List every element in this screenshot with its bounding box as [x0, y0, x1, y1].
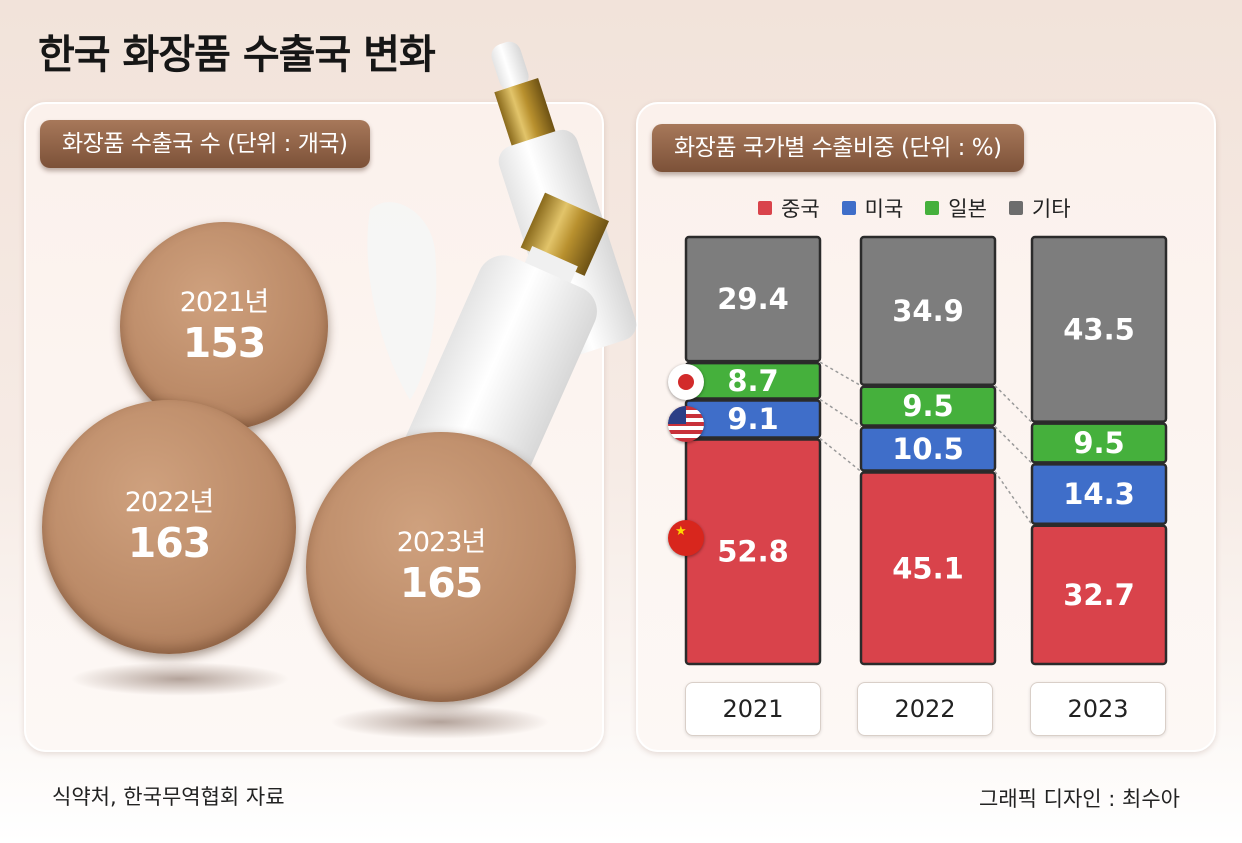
- legend-label: 중국: [781, 197, 820, 221]
- data-label: 45.1: [892, 551, 964, 585]
- bar-segment: [1030, 463, 1168, 525]
- bar-segment: [859, 426, 997, 472]
- legend-label: 기타: [1031, 197, 1071, 221]
- data-label: 32.7: [1063, 578, 1135, 612]
- circle-year: 2021년: [179, 287, 270, 318]
- circle-value: 153: [182, 319, 267, 367]
- legend-item: 기타: [1008, 193, 1071, 223]
- data-label: 43.5: [1063, 312, 1135, 346]
- connector-line: [819, 361, 862, 387]
- bar-segment: [859, 471, 997, 666]
- connector-line: [994, 425, 1033, 464]
- circle-shadow: [70, 662, 290, 696]
- data-label: 14.3: [1063, 477, 1135, 511]
- circle-2022: 2022년 163: [42, 400, 296, 654]
- legend-label: 일본: [948, 197, 987, 221]
- data-label: 9.1: [727, 402, 778, 436]
- connector-line: [819, 437, 862, 473]
- legend-swatch: [925, 201, 940, 215]
- bar-segment: [1030, 235, 1168, 423]
- circle-value: 163: [127, 519, 212, 567]
- data-label: 52.8: [717, 535, 789, 569]
- legend-swatch: [841, 201, 856, 215]
- data-label: 10.5: [892, 432, 964, 466]
- legend-item: 일본: [925, 193, 987, 223]
- connector-line: [819, 398, 862, 428]
- x-tick-label: 2023: [1030, 682, 1166, 736]
- x-tick-label: 2022: [857, 682, 993, 736]
- bar-segment: [859, 385, 997, 427]
- chart-legend: 중국 미국 일본 기타: [758, 193, 1093, 223]
- legend-swatch: [758, 201, 772, 215]
- x-tick-label: 2021: [685, 682, 821, 736]
- circle-year: 2022년: [124, 487, 215, 518]
- circle-2023: 2023년 165: [306, 432, 576, 702]
- circle-shadow: [330, 705, 550, 739]
- usa-flag-icon: [668, 406, 704, 442]
- bar-segment: [1030, 422, 1168, 464]
- data-label: 29.4: [717, 282, 789, 316]
- right-panel-header: 화장품 국가별 수출비중 (단위 : %): [652, 124, 1024, 172]
- source-note: 식약처, 한국무역협회 자료: [52, 785, 285, 809]
- circle-value: 165: [399, 559, 484, 607]
- japan-flag-icon: [668, 364, 704, 400]
- bar-segment: [859, 235, 997, 386]
- circle-year: 2023년: [396, 527, 487, 558]
- legend-item: 중국: [758, 193, 820, 223]
- page-title: 한국 화장품 수출국 변화: [38, 32, 436, 78]
- connector-line: [994, 471, 1033, 526]
- data-label: 34.9: [892, 294, 964, 328]
- connector-line: [994, 385, 1033, 424]
- legend-item: 미국: [841, 193, 904, 223]
- data-label: 9.5: [1073, 426, 1124, 460]
- left-panel-header: 화장품 수출국 수 (단위 : 개국): [40, 120, 370, 168]
- legend-swatch: [1008, 201, 1023, 215]
- bar-segment: [684, 235, 822, 363]
- circle-2021: 2021년 153: [120, 222, 328, 430]
- china-flag-icon: ★: [668, 520, 704, 556]
- credit-note: 그래픽 디자인 : 최수아: [979, 787, 1180, 811]
- data-label: 8.7: [727, 364, 778, 398]
- bar-segment: [1030, 524, 1168, 666]
- data-label: 9.5: [902, 389, 953, 423]
- legend-label: 미국: [864, 197, 904, 221]
